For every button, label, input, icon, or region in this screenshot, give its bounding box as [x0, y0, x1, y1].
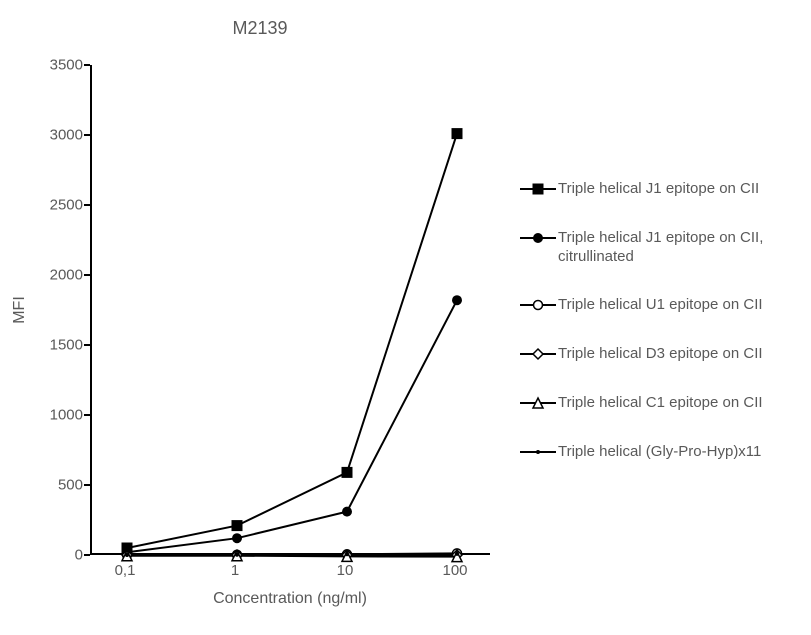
x-tick-label: 100 — [442, 562, 467, 579]
legend-marker-icon — [520, 180, 556, 198]
plot-area — [90, 65, 490, 555]
legend-marker-icon — [520, 345, 556, 363]
legend-marker-icon — [520, 443, 556, 461]
y-tick-label: 0 — [3, 547, 83, 564]
series-line — [127, 134, 457, 548]
legend-swatch — [520, 229, 556, 247]
y-tick-label: 1000 — [3, 407, 83, 424]
y-tick-label: 1500 — [3, 337, 83, 354]
legend-swatch — [520, 394, 556, 412]
legend-swatch — [520, 345, 556, 363]
legend-item: Triple helical J1 epitope on CII — [520, 180, 805, 199]
legend-item: Triple helical C1 epitope on CII — [520, 394, 805, 413]
y-axis-title: MFI — [11, 296, 29, 324]
legend-swatch — [520, 443, 556, 461]
legend-item: Triple helical (Gly-Pro-Hyp)x11 — [520, 443, 805, 462]
series-line — [127, 300, 457, 552]
y-tick-label: 3500 — [3, 57, 83, 74]
plot-svg — [92, 65, 492, 555]
legend-marker-icon — [520, 229, 556, 247]
legend-label: Triple helical U1 epitope on CII — [558, 296, 763, 315]
series-line — [127, 554, 457, 555]
x-tick-label: 0,1 — [115, 562, 136, 579]
chart-title: M2139 — [0, 18, 520, 39]
legend-label: Triple helical (Gly-Pro-Hyp)x11 — [558, 443, 761, 462]
x-axis-title: Concentration (ng/ml) — [90, 590, 490, 608]
y-tick-label: 2500 — [3, 197, 83, 214]
chart-container: M2139 MFI Concentration (ng/ml) 05001000… — [0, 0, 811, 635]
legend-label: Triple helical C1 epitope on CII — [558, 394, 763, 413]
x-tick-label: 1 — [231, 562, 239, 579]
legend-item: Triple helical U1 epitope on CII — [520, 296, 805, 315]
y-tick-label: 3000 — [3, 127, 83, 144]
legend-label: Triple helical J1 epitope on CII — [558, 180, 759, 199]
legend: Triple helical J1 epitope on CII Triple h… — [520, 180, 805, 491]
legend-swatch — [520, 180, 556, 198]
legend-label: Triple helical D3 epitope on CII — [558, 345, 763, 364]
legend-item: Triple helical D3 epitope on CII — [520, 345, 805, 364]
legend-marker-icon — [520, 394, 556, 412]
legend-marker-icon — [520, 296, 556, 314]
y-tick-label: 500 — [3, 477, 83, 494]
x-tick-label: 10 — [337, 562, 354, 579]
legend-label: Triple helical J1 epitope on CII, citrul… — [558, 229, 805, 267]
y-tick-label: 2000 — [3, 267, 83, 284]
legend-item: Triple helical J1 epitope on CII, citrul… — [520, 229, 805, 267]
legend-swatch — [520, 296, 556, 314]
